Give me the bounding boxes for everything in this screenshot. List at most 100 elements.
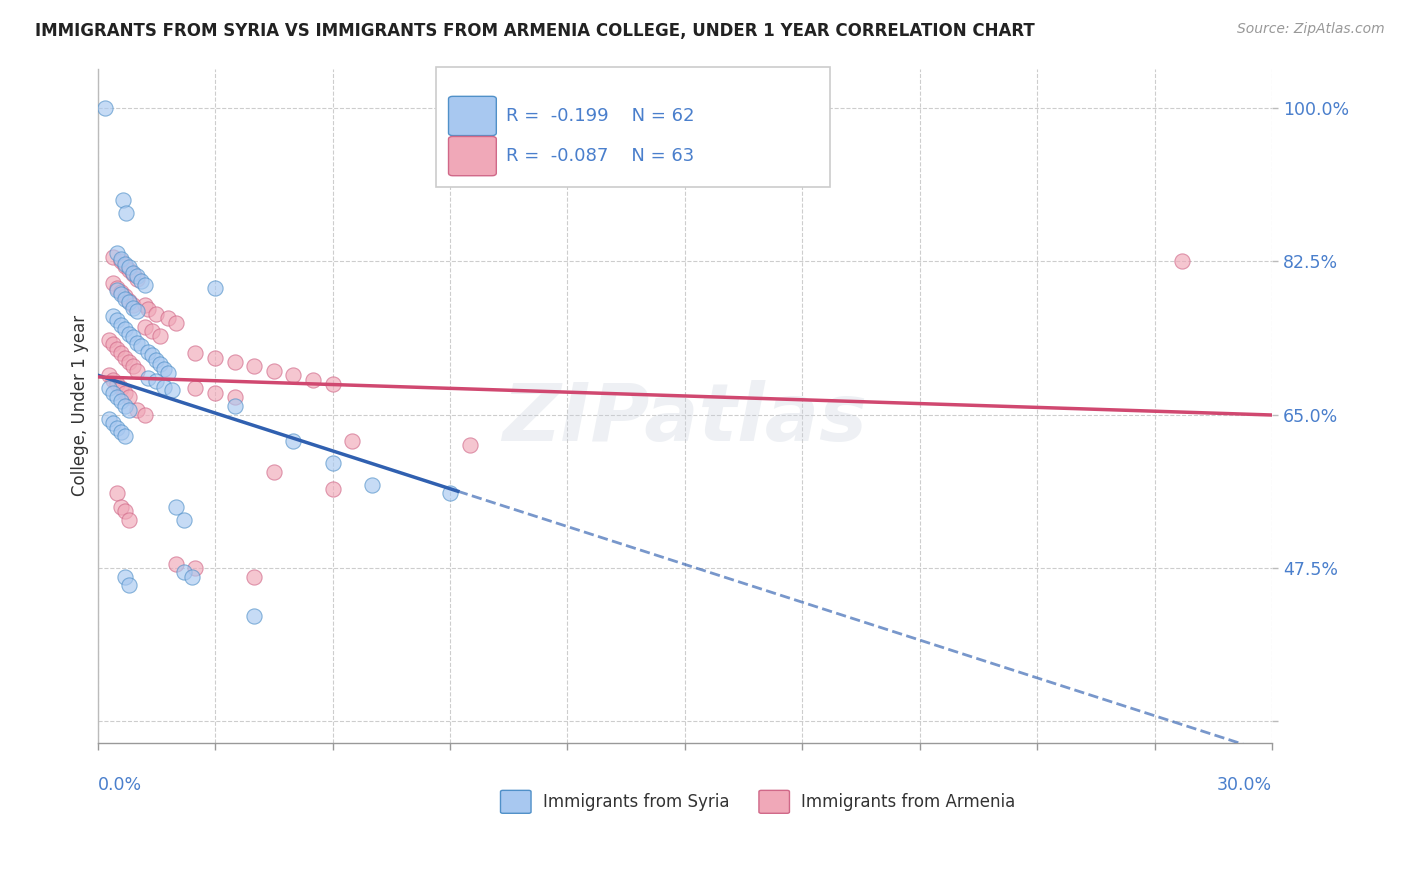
Point xyxy=(125,403,148,417)
Point xyxy=(360,477,382,491)
Point xyxy=(243,569,266,583)
Point xyxy=(134,408,156,422)
Point xyxy=(105,283,128,297)
Point xyxy=(458,438,481,452)
Point xyxy=(138,371,160,385)
Y-axis label: College, Under 1 year: College, Under 1 year xyxy=(72,315,89,496)
Point xyxy=(263,465,285,479)
Point xyxy=(114,504,136,518)
Point xyxy=(105,421,128,435)
Point xyxy=(173,566,195,580)
Point xyxy=(224,355,246,369)
Point xyxy=(321,376,343,391)
Point xyxy=(204,385,226,400)
Point xyxy=(302,372,325,386)
Point xyxy=(165,500,187,514)
Point xyxy=(125,269,148,284)
Point xyxy=(98,412,121,426)
Point xyxy=(180,569,202,583)
Point xyxy=(121,266,143,280)
Point xyxy=(145,307,167,321)
Point xyxy=(138,344,160,359)
Point xyxy=(103,250,125,264)
FancyBboxPatch shape xyxy=(759,790,790,814)
Text: Source: ZipAtlas.com: Source: ZipAtlas.com xyxy=(1237,22,1385,37)
Point xyxy=(105,390,128,404)
Point xyxy=(105,280,128,294)
Point xyxy=(224,390,246,404)
Point xyxy=(114,351,136,365)
Point xyxy=(103,372,125,386)
Point xyxy=(114,259,136,273)
Point xyxy=(129,274,152,288)
Point xyxy=(118,513,141,527)
Text: 30.0%: 30.0% xyxy=(1218,776,1272,795)
Point xyxy=(112,193,135,207)
Point xyxy=(439,486,461,500)
Point xyxy=(105,486,128,500)
Point xyxy=(110,346,132,360)
Point xyxy=(184,381,207,395)
Point xyxy=(184,561,207,575)
Point xyxy=(134,298,156,312)
Point xyxy=(114,399,136,413)
Point xyxy=(204,351,226,365)
Point xyxy=(125,335,148,350)
Point xyxy=(103,337,125,351)
Point xyxy=(110,286,132,301)
Point xyxy=(321,456,343,470)
Point xyxy=(93,101,115,115)
Text: R =  -0.087    N = 63: R = -0.087 N = 63 xyxy=(506,147,695,165)
Point xyxy=(118,403,141,417)
Point xyxy=(105,313,128,327)
Point xyxy=(118,355,141,369)
Point xyxy=(204,280,226,294)
Point xyxy=(110,285,132,299)
Point xyxy=(103,385,125,400)
Point xyxy=(105,376,128,391)
Point xyxy=(149,357,172,371)
Point xyxy=(125,272,148,286)
Point xyxy=(141,348,163,362)
Point xyxy=(103,310,125,324)
Point xyxy=(114,569,136,583)
Point xyxy=(98,368,121,383)
Point xyxy=(283,434,305,448)
Point xyxy=(129,339,152,353)
Point xyxy=(110,254,132,268)
FancyBboxPatch shape xyxy=(501,790,531,814)
Point xyxy=(153,379,176,393)
Point xyxy=(160,383,183,397)
Point xyxy=(114,322,136,336)
Point xyxy=(1171,254,1194,268)
Point xyxy=(110,381,132,395)
Point xyxy=(121,301,143,315)
Point xyxy=(118,263,141,277)
Point xyxy=(149,328,172,343)
Point xyxy=(125,304,148,318)
Point xyxy=(121,298,143,312)
Point xyxy=(114,206,136,220)
Point xyxy=(118,260,141,275)
Point xyxy=(98,333,121,347)
Point xyxy=(243,609,266,624)
Point xyxy=(321,482,343,496)
Point xyxy=(114,292,136,306)
Point xyxy=(263,364,285,378)
Point xyxy=(157,311,180,326)
Point xyxy=(165,316,187,330)
Text: Immigrants from Armenia: Immigrants from Armenia xyxy=(801,793,1015,811)
Text: Immigrants from Syria: Immigrants from Syria xyxy=(543,793,730,811)
Point xyxy=(110,394,132,409)
Point xyxy=(224,399,246,413)
Point xyxy=(118,293,141,308)
Text: ZIPatlas: ZIPatlas xyxy=(502,380,868,458)
Point xyxy=(110,252,132,266)
Point xyxy=(145,374,167,388)
Point xyxy=(121,268,143,282)
Point xyxy=(103,417,125,431)
Point xyxy=(114,257,136,271)
Text: IMMIGRANTS FROM SYRIA VS IMMIGRANTS FROM ARMENIA COLLEGE, UNDER 1 YEAR CORRELATI: IMMIGRANTS FROM SYRIA VS IMMIGRANTS FROM… xyxy=(35,22,1035,40)
Point xyxy=(114,385,136,400)
Point xyxy=(110,425,132,439)
